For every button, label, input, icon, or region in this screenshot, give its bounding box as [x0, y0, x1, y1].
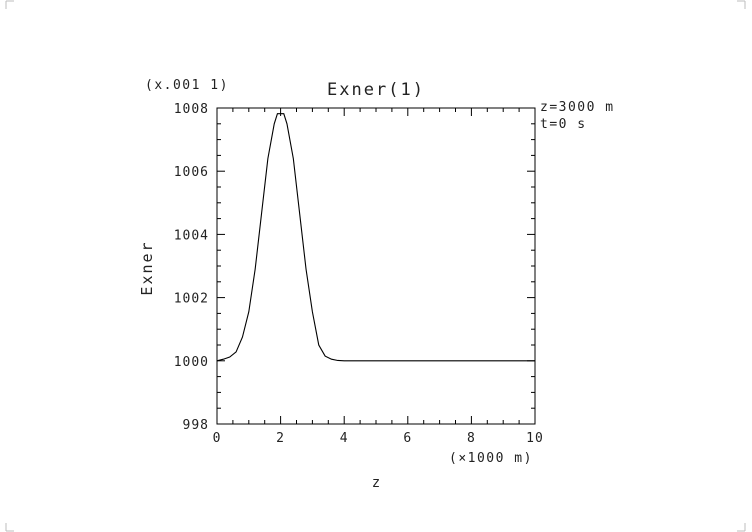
- x-axis-label: z: [372, 475, 380, 491]
- scale-note: (x.001 1): [145, 78, 229, 93]
- crop-mark-top-right: [737, 0, 746, 9]
- y-tick-label: 998: [183, 418, 209, 433]
- tick-labels: 0 2 4 6 8 10 998 1000 1002 1004 1006 1008: [174, 102, 544, 446]
- plot-frame: [216, 107, 536, 425]
- x-tick-label: 0: [213, 431, 222, 446]
- crop-mark-top-left: [5, 0, 14, 9]
- y-tick-label: 1002: [174, 292, 209, 307]
- x-tick-label: 8: [467, 431, 476, 446]
- x-unit-label: (×1000 m): [449, 451, 533, 466]
- y-tick-label: 1004: [174, 228, 209, 243]
- y-axis-label: Exner: [138, 240, 156, 295]
- x-tick-label: 10: [526, 431, 544, 446]
- series-line-exner: [216, 113, 535, 362]
- crop-mark-bottom-right: [737, 523, 746, 532]
- annotation-z: z=3000 m: [540, 100, 615, 115]
- chart-title: Exner(1): [327, 80, 425, 100]
- y-tick-label: 1000: [174, 355, 209, 370]
- annotation-t: t=0 s: [540, 117, 587, 132]
- x-tick-label: 2: [276, 431, 285, 446]
- x-tick-label: 6: [403, 431, 412, 446]
- y-tick-label: 1008: [174, 102, 209, 117]
- x-tick-label: 4: [340, 431, 349, 446]
- y-tick-label: 1006: [174, 165, 209, 180]
- crop-mark-bottom-left: [5, 523, 14, 532]
- axis-ticks: [216, 107, 536, 425]
